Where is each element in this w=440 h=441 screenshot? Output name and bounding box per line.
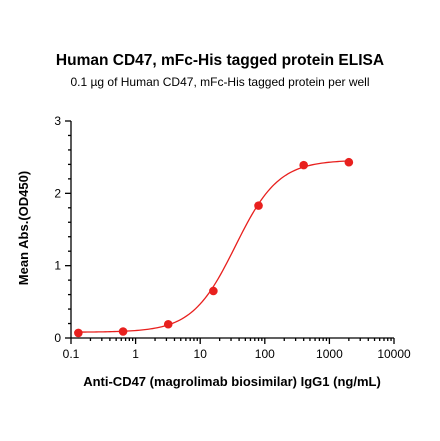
axes: 0 1 2 3 0.1 1 10 100 1000 10000 <box>54 114 411 361</box>
y-tick-label: 0 <box>54 331 61 345</box>
x-tick-label: 1000 <box>316 347 343 361</box>
data-point <box>74 328 83 338</box>
data-point <box>163 319 173 329</box>
x-tick-label: 10 <box>194 347 208 361</box>
chart-title: Human CD47, mFc-His tagged protein ELISA <box>55 52 385 69</box>
chart-subtitle: 0.1 µg of Human CD47, mFc-His tagged pro… <box>70 75 370 89</box>
x-axis-title: Anti-CD47 (magrolimab biosimilar) IgG1 (… <box>83 374 381 389</box>
x-tick-label: 10000 <box>377 347 411 361</box>
data-point <box>209 286 218 296</box>
x-tick-label: 0.1 <box>63 347 80 361</box>
data-point <box>299 160 308 170</box>
data-point <box>118 327 128 336</box>
fit-curve-layer <box>78 160 349 333</box>
data-points-layer <box>74 157 354 338</box>
fit-curve <box>78 160 349 333</box>
x-tick-label: 100 <box>255 347 275 361</box>
x-tick-label: 1 <box>132 347 139 361</box>
y-axis-title: Mean Abs.(OD450) <box>16 171 31 285</box>
y-tick-label: 3 <box>54 114 61 128</box>
data-point <box>344 157 354 167</box>
data-point <box>254 201 263 210</box>
y-tick-label: 2 <box>54 186 61 200</box>
y-tick-label: 1 <box>54 259 61 273</box>
